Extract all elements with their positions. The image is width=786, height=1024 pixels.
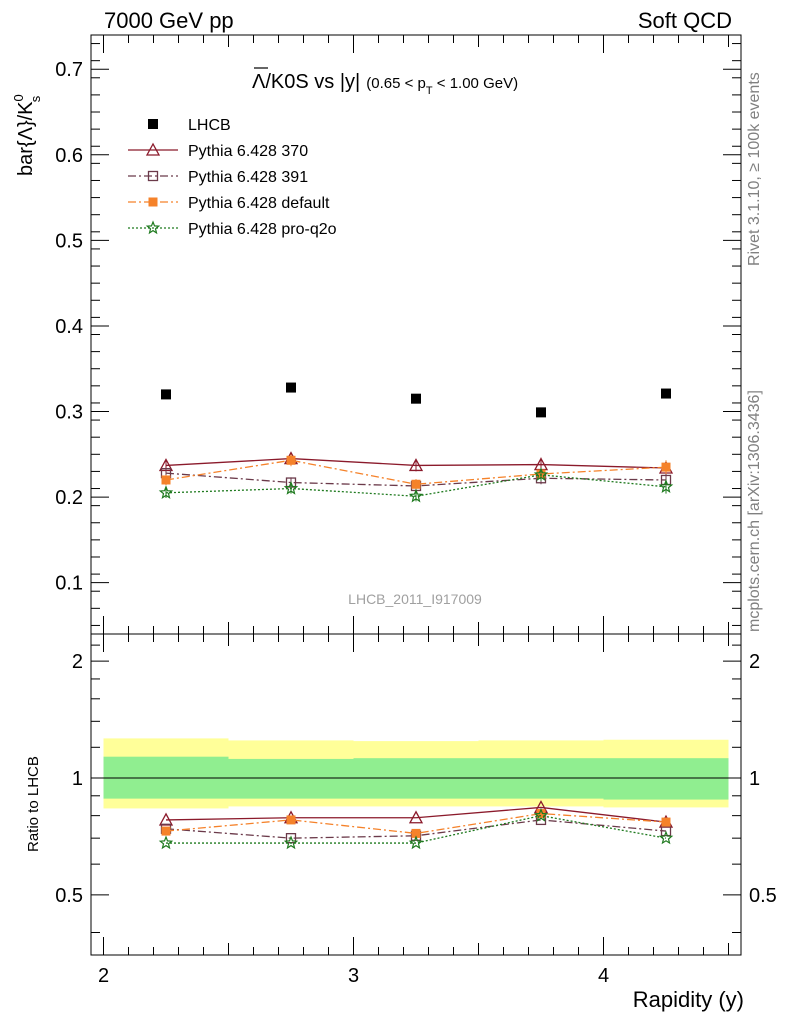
main-y-axis-label-text: bar{Λ}/K [15,101,37,176]
x-axis-label: Rapidity (y) [633,987,744,1012]
ratio-y-axis-label: Ratio to LHCB [25,756,42,852]
legend-label-pdefault: Pythia 6.428 default [188,195,330,212]
legend-label-pq2o: Pythia 6.428 pro-q2o [188,221,337,238]
ratio-y-tick-label-right: 1 [749,768,760,790]
point-pq2o [283,480,299,495]
main-y-axis-label: bar{Λ}/K0 s [11,94,43,176]
legend: LHCB Pythia 6.428 370 Pythia 6.428 391 Pyth… [128,117,337,238]
ratio-point-pdefault [411,828,421,838]
title-cut-pre: (0.65 < p [366,75,426,92]
point-pdefault [161,475,171,485]
process-label: Soft QCD [637,8,732,33]
legend-marker-p391 [147,170,159,182]
ratio-point-pq2o [408,835,424,850]
series-line-pdefault [165,459,667,485]
ratio-point-pdefault [661,817,671,827]
main-y-tick-label: 0.1 [55,573,83,595]
main-panel: 0.1 0.2 0.3 0.4 0.5 0.6 0.7 [55,34,742,635]
legend-label-data: LHCB [188,117,231,134]
ratio-point-pq2o [533,807,549,822]
legend-marker-pdefault [148,197,158,207]
point-data [286,382,296,393]
legend-label-p370: Pythia 6.428 370 [188,143,308,160]
ratio-panel: 2 3 4 0.5 0.5 1 1 2 2 [55,633,777,987]
title-cut-post: < 1.00 GeV) [433,75,518,92]
ratio-point-pq2o [658,830,674,845]
point-data [411,393,421,404]
analysis-watermark: LHCB_2011_I917009 [348,591,482,607]
ratio-y-tick-label-right: 2 [749,651,760,673]
ratio-point-pdefault [536,809,546,819]
ratio-band-inner [603,758,729,800]
x-tick-label: 4 [598,965,609,987]
energy-label: 7000 GeV pp [104,8,234,33]
point-pq2o [158,485,174,500]
main-y-axis-label-sup: 0 [11,94,26,101]
point-pdefault [661,462,671,472]
title-lambda-bar: Λ [252,71,266,93]
ratio-y-tick-label: 0.5 [55,885,83,907]
point-pdefault [286,455,296,465]
point-p370 [408,458,424,472]
ratio-point-pq2o [158,835,174,850]
ratio-point-p370 [408,810,424,824]
main-y-tick-label: 0.5 [55,230,83,252]
main-y-tick-label: 0.3 [55,402,83,424]
ratio-point-pdefault [286,815,296,825]
ratio-y-tick-label: 2 [72,651,83,673]
ratio-y-tick-label-right: 0.5 [749,885,777,907]
ratio-point-pq2o [283,835,299,850]
ratio-line-pq2o [166,814,667,844]
main-y-tick-label: 0.6 [55,145,83,167]
main-y-axis-label-sub: s [28,95,43,102]
point-pq2o [658,479,674,494]
point-data [661,388,671,399]
x-tick-label: 2 [98,965,109,987]
legend-marker-pq2o [145,220,161,235]
legend-marker-p370 [145,142,161,156]
ratio-frame [90,633,742,956]
chart-title: Λ/K0S vs |y| (0.65 < pT < 1.00 GeV) [252,71,518,97]
ratio-band-inner [228,758,354,799]
ratio-line-p370 [165,806,667,823]
series-line-p391 [165,472,667,487]
ratio-point-pdefault [161,826,171,836]
legend-label-p391: Pythia 6.428 391 [188,169,308,186]
point-data [161,389,171,400]
main-y-tick-label: 0.2 [55,487,83,509]
x-tick-label: 3 [348,965,359,987]
point-data [536,407,546,418]
point-pdefault [411,479,421,489]
point-pq2o [533,467,549,482]
point-pq2o [408,488,424,503]
main-y-tick-label: 0.7 [55,59,83,81]
title-cut-sub: T [426,85,433,97]
main-y-tick-label: 0.4 [55,316,83,338]
ratio-y-tick-label: 1 [72,768,83,790]
title-main: /K0S vs |y| [265,71,360,93]
legend-marker-data [148,119,158,129]
